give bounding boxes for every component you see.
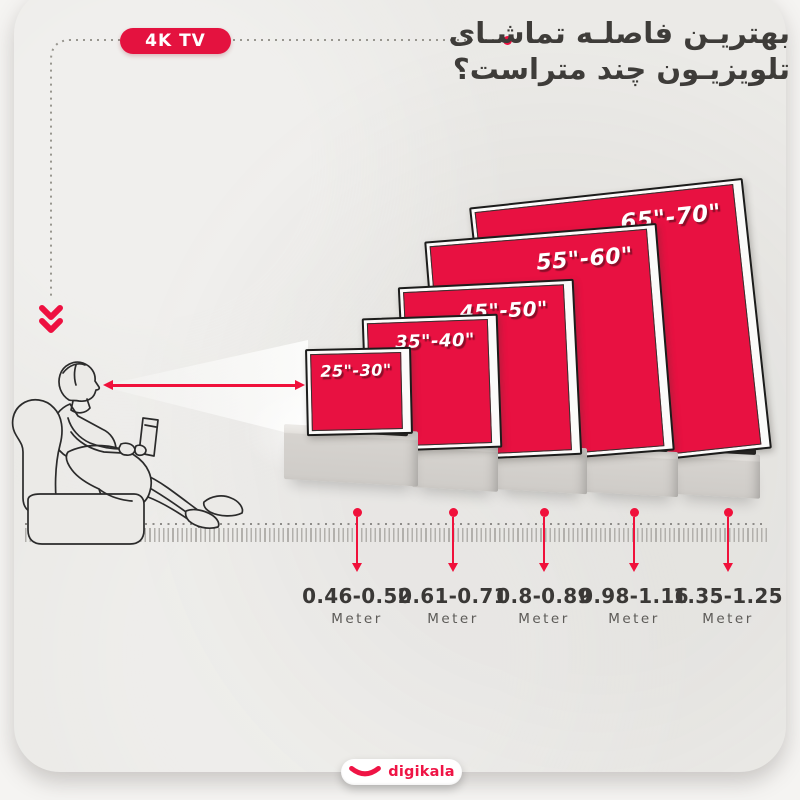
dotted-path <box>50 39 120 299</box>
distance-unit: Meter <box>608 611 660 627</box>
shoe <box>202 495 244 517</box>
arrow-down-icon <box>448 563 458 572</box>
distance-value: 0.98-1.16 <box>579 584 689 608</box>
viewing-distance-double-arrow <box>103 380 305 390</box>
distance-marker-arrow <box>447 508 459 572</box>
marker-stem <box>632 517 636 563</box>
person-hand <box>134 444 147 457</box>
dotted-connector-left <box>39 39 120 333</box>
marker-dot-icon <box>723 508 733 517</box>
marker-stem <box>451 517 455 563</box>
distance-unit: Meter <box>702 611 754 627</box>
marker-stem <box>726 517 730 563</box>
person-hair-line <box>62 363 86 386</box>
marker-dot-icon <box>629 508 639 517</box>
digikala-logo: digikala <box>341 759 462 785</box>
badge-4k-tv: 4K TV <box>120 28 231 54</box>
person-on-armchair-illustration <box>11 361 244 545</box>
distance-unit: Meter <box>518 611 570 627</box>
person-arm <box>67 417 123 450</box>
tv-screen: 25"-30" <box>310 352 403 432</box>
title-bullet-dot-icon <box>503 36 512 45</box>
tv-size-label: 25"-30" <box>320 360 392 381</box>
chevron-down-icon <box>39 318 63 333</box>
chevron-down-icon <box>39 305 63 320</box>
arrow-down-icon <box>352 563 362 572</box>
distance-value: 0.46-0.52 <box>302 584 412 608</box>
distance-label: 0.98-1.16 Meter <box>568 584 700 627</box>
page-title: بهتریـن فاصلـه تماشـای تلویزیـون چند متر… <box>449 15 790 87</box>
remote-detail-line <box>144 424 157 428</box>
distance-unit: Meter <box>331 611 383 627</box>
distance-unit: Meter <box>427 611 479 627</box>
marker-dot-icon <box>352 508 362 517</box>
smile-icon <box>349 765 382 777</box>
title-line-2: تلویزیـون چند متراست؟ <box>452 52 790 86</box>
dotted-connector-right <box>233 39 499 42</box>
floor-dotted-line <box>25 523 767 526</box>
distance-value: 0.8-0.89 <box>496 584 592 608</box>
person-neck-collar <box>70 398 91 414</box>
floor-ruler-ticks <box>25 528 767 542</box>
title-line-1: بهتریـن فاصلـه تماشـای <box>448 16 790 50</box>
logo-text: digikala <box>388 764 455 780</box>
armchair-base <box>27 493 145 545</box>
distance-marker-arrow <box>628 508 640 572</box>
marker-dot-icon <box>539 508 549 517</box>
distance-label: 1.35-1.25 Meter <box>662 584 794 627</box>
tv-25-30: 25"-30" <box>305 346 413 437</box>
distance-marker-arrow <box>722 508 734 572</box>
person-hand <box>118 442 136 457</box>
distance-label: 0.8-0.89 Meter <box>478 584 610 627</box>
marker-dot-icon <box>448 508 458 517</box>
armchair-seat-line <box>98 488 133 502</box>
distance-label: 0.46-0.52 Meter <box>291 584 423 627</box>
marker-stem <box>355 517 359 563</box>
distance-value: 1.35-1.25 <box>673 584 783 608</box>
distance-label: 0.61-0.71 Meter <box>387 584 519 627</box>
arrow-down-icon <box>629 563 639 572</box>
distance-marker-arrow <box>351 508 363 572</box>
marker-stem <box>542 517 546 563</box>
shoe <box>184 508 220 530</box>
arrow-down-icon <box>723 563 733 572</box>
person-forearm <box>70 431 123 454</box>
distance-marker-arrow <box>538 508 550 572</box>
tv-size-label: 55"-60" <box>535 243 635 276</box>
distance-value: 0.61-0.71 <box>398 584 508 608</box>
arrow-down-icon <box>539 563 549 572</box>
person-head <box>58 361 101 403</box>
